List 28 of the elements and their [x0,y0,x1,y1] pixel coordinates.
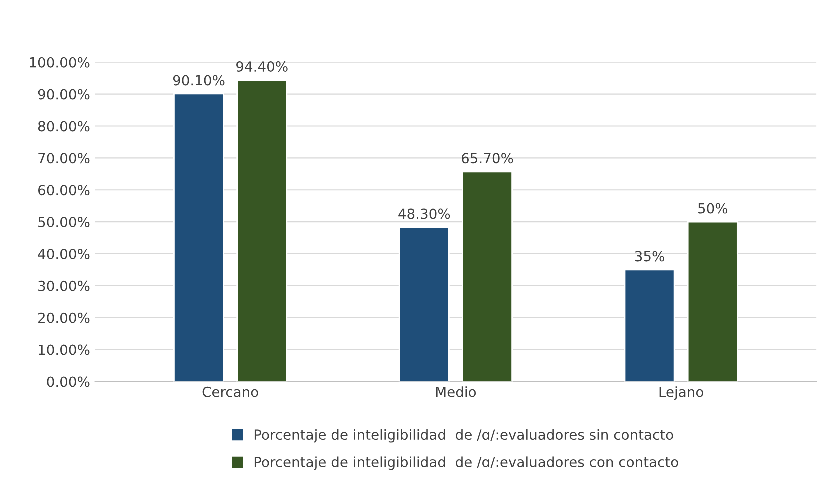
bar [236,80,288,382]
y-tick-label: 20.00% [38,312,90,324]
bar [398,226,450,382]
y-tick-label: 40.00% [38,248,90,260]
y-tick-label: 100.00% [30,57,90,68]
y-tick-label: 10.00% [39,344,90,356]
bar [687,221,738,382]
bar [462,171,513,382]
data-label: 94.40% [236,62,288,72]
y-tick-label: 90.00% [38,89,90,100]
bar [624,269,676,382]
x-tick-label: Lejano [660,386,704,400]
y-tick-label: 0.00% [47,376,90,388]
bar [174,93,224,382]
y-tick-label: 70.00% [38,153,90,164]
data-label: 35% [635,251,664,262]
data-label: 90.10% [173,75,225,86]
data-label: 65.70% [462,153,514,164]
y-tick-label: 60.00% [38,185,90,196]
y-tick-label: 80.00% [38,121,90,132]
y-tick-label: 30.00% [38,280,90,292]
legend-label: Porcentaje de inteligibilidad de /ɑ/:evaluadores con contacto [254,456,678,470]
x-tick-label: Medio [436,386,476,398]
data-label: 50% [698,203,728,214]
y-tick-label: 50.00% [38,217,90,228]
legend-label: Porcentaje de inteligibilidad de /ɑ/:evaluadores sin contacto [254,429,674,443]
x-tick-label: Cercano [202,386,258,398]
data-label: 48.30% [398,208,450,220]
